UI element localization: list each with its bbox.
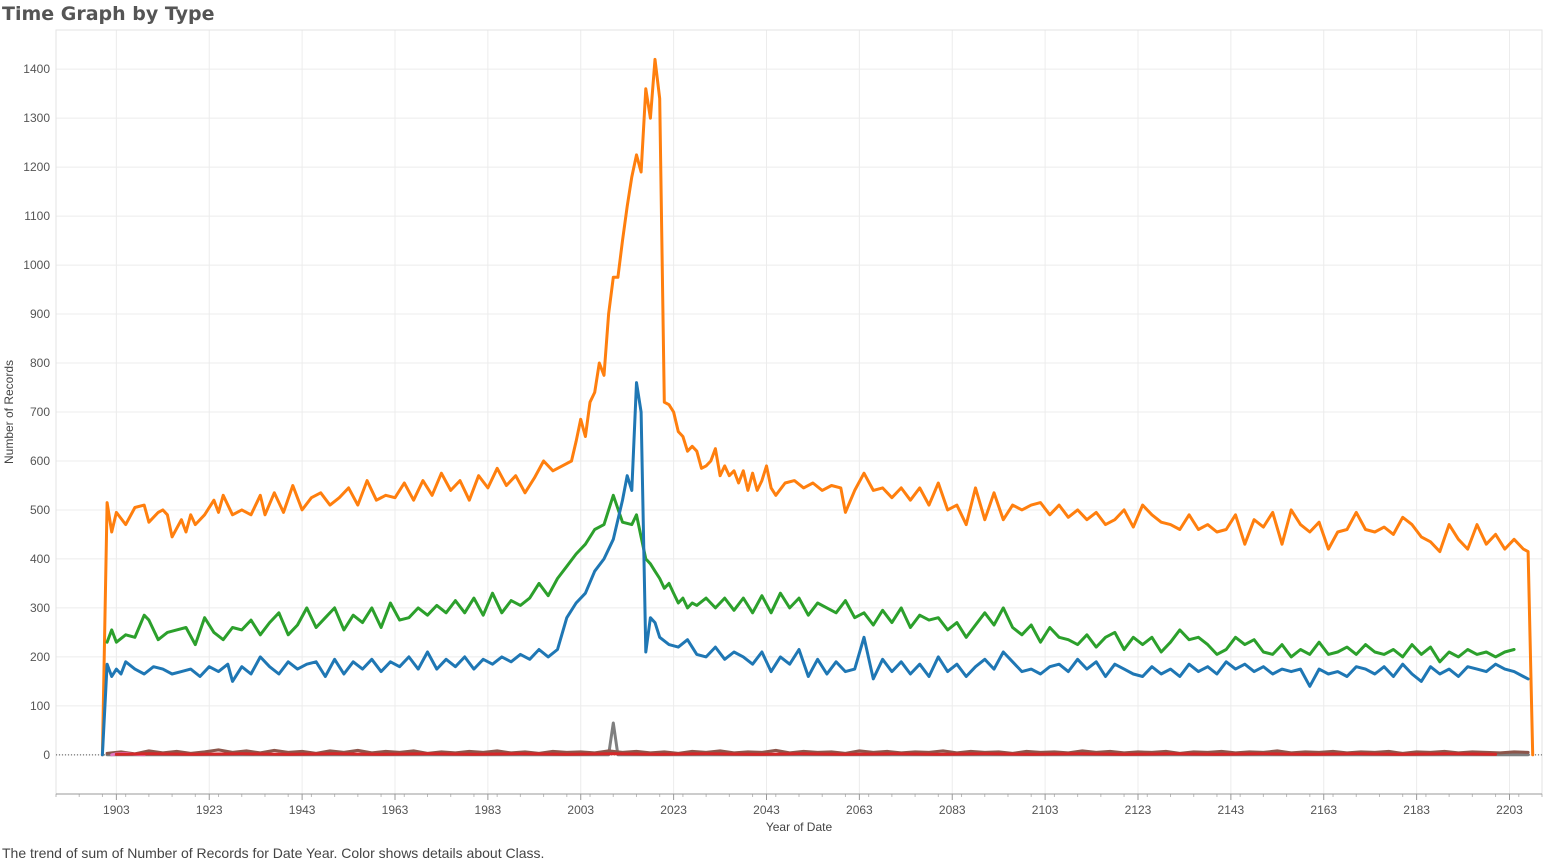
series-line-4 xyxy=(105,721,1530,757)
line-chart: 1903 1923 1943 1963 1983 2003 2023 2043 2063 2083… xyxy=(2,29,1543,834)
x-tick-label: 1983 xyxy=(475,803,502,817)
y-tick-label: 1300 xyxy=(23,111,50,125)
series-line-1 xyxy=(100,57,1535,757)
y-tick-label: 100 xyxy=(30,699,50,713)
x-tick-label: 2083 xyxy=(939,803,966,817)
series-line-2 xyxy=(105,493,1516,664)
x-tick-label: 1923 xyxy=(196,803,223,817)
y-tick-label: 300 xyxy=(30,601,50,615)
x-tick-label: 2043 xyxy=(753,803,780,817)
x-tick-label: 1963 xyxy=(382,803,409,817)
x-axis: 1903 1923 1943 1963 1983 2003 2023 2043 2063 2083… xyxy=(55,793,1543,817)
y-axis: 0 100 200 300 400 500 600 700 800 900 1000 1100 1200… xyxy=(23,62,50,762)
x-tick-label: 2103 xyxy=(1032,803,1059,817)
series-lines xyxy=(100,57,1535,757)
x-tick-label: 2143 xyxy=(1218,803,1245,817)
series-line-3 xyxy=(100,381,1530,757)
y-tick-label: 600 xyxy=(30,454,50,468)
series-line-7 xyxy=(114,752,1498,756)
chart-caption: The trend of sum of Number of Records fo… xyxy=(2,845,545,861)
x-tick-label: 2003 xyxy=(567,803,594,817)
x-tick-label: 2163 xyxy=(1310,803,1337,817)
y-tick-label: 700 xyxy=(30,405,50,419)
x-tick-label: 2123 xyxy=(1125,803,1152,817)
y-tick-label: 1000 xyxy=(23,258,50,272)
y-tick-label: 400 xyxy=(30,552,50,566)
y-axis-label: Number of Records xyxy=(2,360,16,464)
y-tick-label: 200 xyxy=(30,650,50,664)
x-tick-label: 2203 xyxy=(1496,803,1523,817)
y-tick-label: 800 xyxy=(30,356,50,370)
x-tick-label: 2063 xyxy=(846,803,873,817)
y-tick-label: 900 xyxy=(30,307,50,321)
y-tick-label: 1100 xyxy=(24,209,50,223)
y-tick-label: 1400 xyxy=(23,62,50,76)
x-tick-label: 1903 xyxy=(103,803,130,817)
x-tick-label: 1943 xyxy=(289,803,316,817)
x-tick-label: 2023 xyxy=(660,803,687,817)
y-tick-label: 1200 xyxy=(23,160,50,174)
y-tick-label: 0 xyxy=(43,748,50,762)
chart-title: Time Graph by Type xyxy=(2,3,215,25)
gridlines xyxy=(56,30,1542,794)
x-tick-label: 2183 xyxy=(1403,803,1430,817)
y-tick-label: 500 xyxy=(30,503,50,517)
x-axis-label: Year of Date xyxy=(766,820,833,834)
